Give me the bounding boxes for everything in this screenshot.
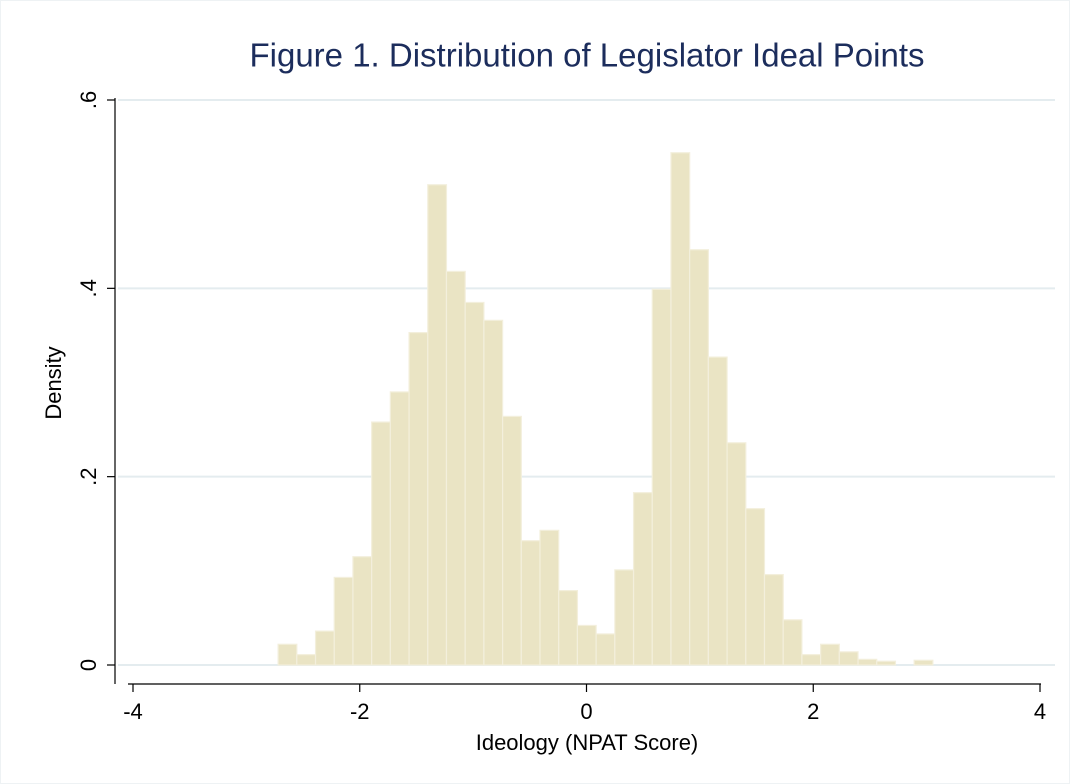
bar: [576, 624, 597, 666]
x-tick-label: 0: [580, 699, 592, 724]
bar: [558, 590, 579, 666]
x-axis-title: Ideology (NPAT Score): [476, 730, 699, 755]
bar: [483, 319, 504, 666]
bar: [782, 619, 803, 666]
y-tick-label: .4: [76, 279, 101, 297]
bar: [763, 573, 784, 666]
bar: [820, 643, 840, 666]
x-tick-label: -4: [123, 699, 143, 724]
bar: [445, 270, 466, 666]
bar: [427, 184, 448, 666]
y-tick-label: 0: [76, 659, 101, 671]
bar: [745, 508, 766, 666]
bar: [857, 658, 878, 666]
bar: [277, 643, 298, 666]
bar: [371, 421, 391, 666]
bar: [520, 540, 541, 666]
x-tick-label: 2: [807, 699, 819, 724]
bar: [838, 651, 859, 666]
x-tick-label: -2: [350, 699, 370, 724]
bar: [502, 415, 522, 666]
x-tick-label: 4: [1034, 699, 1046, 724]
bar: [707, 356, 728, 666]
bar: [689, 249, 709, 666]
bar: [333, 576, 354, 666]
bar: [876, 660, 897, 666]
chart-title: Figure 1. Distribution of Legislator Ide…: [249, 37, 924, 74]
bar: [913, 659, 934, 666]
bar: [464, 301, 485, 666]
bar: [296, 654, 317, 666]
bar: [670, 152, 691, 666]
bar: [651, 288, 672, 666]
bar: [726, 442, 747, 666]
bar: [352, 556, 373, 666]
bar: [408, 331, 429, 666]
bar: [539, 529, 560, 666]
bar: [632, 492, 653, 666]
y-axis-title: Density: [41, 346, 66, 419]
y-tick-label: .2: [76, 467, 101, 485]
bar: [389, 391, 410, 666]
bar: [595, 633, 616, 666]
bar: [801, 654, 822, 666]
bar: [614, 569, 635, 666]
bar: [314, 630, 335, 666]
y-tick-label: .6: [76, 91, 101, 109]
